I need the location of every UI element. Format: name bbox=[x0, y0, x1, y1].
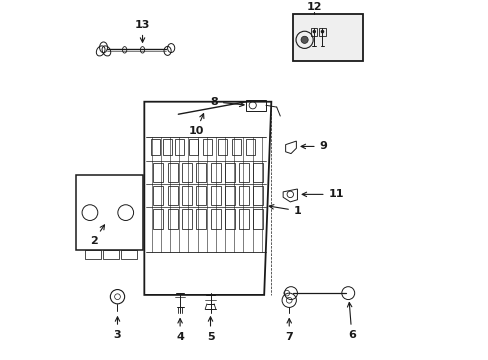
Bar bbox=[217, 139, 226, 156]
Text: 3: 3 bbox=[113, 317, 121, 340]
Bar bbox=[189, 139, 198, 156]
Bar bbox=[239, 209, 249, 229]
Bar bbox=[163, 139, 171, 156]
Bar bbox=[153, 186, 163, 206]
Bar bbox=[231, 139, 241, 156]
Text: 8: 8 bbox=[210, 97, 244, 107]
Text: 10: 10 bbox=[188, 114, 203, 136]
Bar bbox=[224, 209, 234, 229]
Bar bbox=[182, 186, 191, 206]
Bar bbox=[210, 209, 220, 229]
Bar bbox=[292, 14, 362, 60]
Bar bbox=[239, 162, 249, 182]
Text: 12: 12 bbox=[306, 2, 322, 12]
Bar bbox=[121, 250, 137, 259]
Bar bbox=[85, 250, 101, 259]
Bar bbox=[174, 139, 183, 156]
Bar bbox=[210, 162, 220, 182]
Circle shape bbox=[320, 30, 324, 33]
Text: 4: 4 bbox=[176, 319, 183, 342]
Bar bbox=[224, 162, 234, 182]
Text: 11: 11 bbox=[302, 189, 344, 199]
Bar bbox=[246, 139, 255, 156]
Bar bbox=[253, 209, 263, 229]
Bar bbox=[310, 28, 317, 36]
Text: 9: 9 bbox=[301, 141, 327, 152]
Circle shape bbox=[301, 36, 307, 44]
Bar bbox=[182, 209, 191, 229]
Text: 6: 6 bbox=[346, 302, 355, 340]
Circle shape bbox=[312, 30, 315, 33]
Bar bbox=[196, 209, 206, 229]
Bar bbox=[239, 186, 249, 206]
Bar bbox=[153, 209, 163, 229]
Bar bbox=[196, 162, 206, 182]
Bar bbox=[103, 250, 119, 259]
Text: 2: 2 bbox=[89, 225, 104, 246]
Bar bbox=[224, 186, 234, 206]
Text: 7: 7 bbox=[285, 319, 292, 342]
Bar bbox=[203, 139, 212, 156]
Text: 5: 5 bbox=[206, 317, 214, 342]
Bar bbox=[167, 162, 177, 182]
Text: 13: 13 bbox=[135, 20, 150, 42]
Bar bbox=[246, 100, 265, 111]
Bar bbox=[210, 186, 220, 206]
Bar bbox=[167, 186, 177, 206]
Bar bbox=[253, 162, 263, 182]
Bar bbox=[153, 162, 163, 182]
Bar bbox=[196, 186, 206, 206]
Bar bbox=[182, 162, 191, 182]
Bar bbox=[151, 139, 160, 156]
Bar bbox=[167, 209, 177, 229]
Bar bbox=[253, 186, 263, 206]
Bar bbox=[319, 28, 325, 36]
Text: 1: 1 bbox=[269, 204, 301, 216]
